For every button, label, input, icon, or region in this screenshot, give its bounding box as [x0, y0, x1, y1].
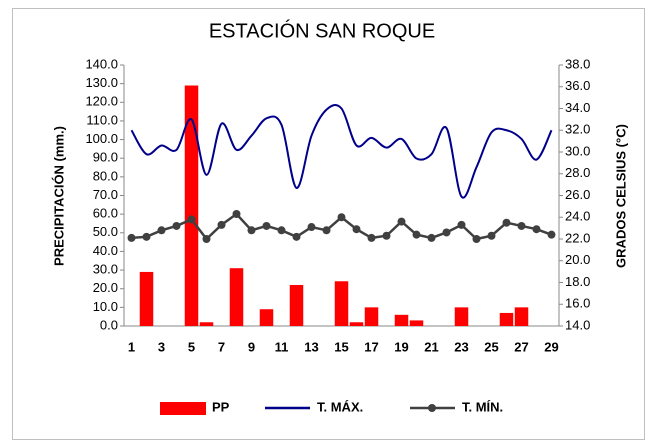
y2-tick-label: 14.0 — [565, 317, 590, 332]
marker — [412, 230, 421, 239]
y2-axis-title: GRADOS CELSIUS (°C) — [613, 124, 628, 268]
y-tick-label: 100.0 — [85, 131, 118, 146]
x-tick-label: 25 — [484, 339, 498, 354]
marker — [442, 228, 451, 237]
marker — [142, 232, 151, 241]
bar — [199, 322, 214, 326]
x-tick-label: 1 — [128, 339, 135, 354]
y-tick-label: 0.0 — [100, 317, 118, 332]
y2-tick-label: 32.0 — [565, 122, 590, 137]
marker — [457, 220, 466, 229]
marker — [397, 217, 406, 226]
y-tick-label: 80.0 — [93, 168, 118, 183]
y-tick-label: 10.0 — [93, 299, 118, 314]
y-axis-title: PRECIPITACIÓN (mm.) — [51, 126, 66, 266]
bar — [409, 320, 424, 326]
x-tick-label: 27 — [514, 339, 528, 354]
y-tick-label: 50.0 — [93, 224, 118, 239]
marker — [427, 233, 436, 242]
marker — [502, 218, 511, 227]
line — [130, 104, 553, 199]
chart-border — [12, 8, 645, 440]
y2-tick-label: 16.0 — [565, 296, 590, 311]
marker — [262, 221, 271, 230]
y-tick-label: 20.0 — [93, 280, 118, 295]
legend-label: T. MÁX. — [317, 399, 363, 414]
chart-title: ESTACIÓN SAN ROQUE — [209, 19, 435, 42]
bar — [454, 307, 469, 326]
marker — [532, 225, 541, 234]
marker — [277, 226, 286, 235]
marker — [322, 226, 331, 235]
marker — [307, 223, 316, 232]
x-tick-label: 19 — [394, 339, 408, 354]
x-tick-label: 7 — [218, 339, 225, 354]
bar — [499, 312, 514, 326]
marker — [247, 226, 256, 235]
y2-tick-label: 30.0 — [565, 143, 590, 158]
x-tick-label: 13 — [304, 339, 318, 354]
y-tick-label: 70.0 — [93, 187, 118, 202]
y-tick-label: 140.0 — [85, 56, 118, 71]
legend-label: PP — [212, 399, 230, 414]
y2-tick-label: 38.0 — [565, 56, 590, 71]
marker — [547, 230, 556, 239]
legend-marker — [428, 404, 436, 412]
y2-tick-label: 22.0 — [565, 230, 590, 245]
bar — [349, 322, 364, 326]
y-tick-label: 90.0 — [93, 150, 118, 165]
y2-tick-label: 20.0 — [565, 252, 590, 267]
bar — [139, 271, 154, 326]
bar — [184, 85, 199, 326]
y2-tick-label: 36.0 — [565, 78, 590, 93]
marker — [352, 225, 361, 234]
x-tick-label: 15 — [334, 339, 348, 354]
marker — [172, 221, 181, 230]
x-tick-label: 21 — [424, 339, 438, 354]
y-tick-label: 130.0 — [85, 75, 118, 90]
marker — [187, 215, 196, 224]
y-tick-label: 30.0 — [93, 262, 118, 277]
legend-swatch — [160, 402, 206, 415]
x-tick-label: 17 — [364, 339, 378, 354]
y-tick-label: 40.0 — [93, 243, 118, 258]
bar — [364, 307, 379, 326]
marker — [232, 209, 241, 218]
bar — [514, 307, 529, 326]
y-tick-label: 110.0 — [86, 112, 118, 127]
x-tick-label: 23 — [454, 339, 468, 354]
y2-tick-label: 26.0 — [565, 187, 590, 202]
bar — [259, 309, 274, 326]
y2-tick-label: 34.0 — [565, 100, 590, 115]
y2-tick-label: 24.0 — [565, 209, 590, 224]
marker — [202, 235, 211, 243]
x-tick-label: 29 — [544, 339, 558, 354]
marker — [337, 213, 346, 222]
y-tick-label: 60.0 — [93, 206, 118, 221]
marker — [157, 226, 166, 235]
y2-tick-label: 18.0 — [565, 274, 590, 289]
bar — [289, 284, 304, 326]
marker — [367, 233, 376, 242]
x-tick-label: 5 — [188, 339, 195, 354]
legend-label: T. MÍN. — [462, 399, 503, 414]
x-tick-label: 3 — [158, 339, 165, 354]
bar — [394, 314, 409, 326]
marker — [292, 232, 301, 241]
marker — [127, 233, 136, 242]
y-tick-label: 120.0 — [85, 94, 118, 109]
marker — [382, 231, 391, 240]
bar — [229, 268, 244, 326]
y2-tick-label: 28.0 — [565, 165, 590, 180]
bar — [334, 281, 349, 326]
x-tick-label: 11 — [275, 339, 289, 354]
marker — [217, 220, 226, 229]
marker — [517, 221, 526, 230]
x-tick-label: 9 — [248, 339, 255, 354]
marker — [487, 231, 496, 240]
marker — [472, 235, 481, 243]
